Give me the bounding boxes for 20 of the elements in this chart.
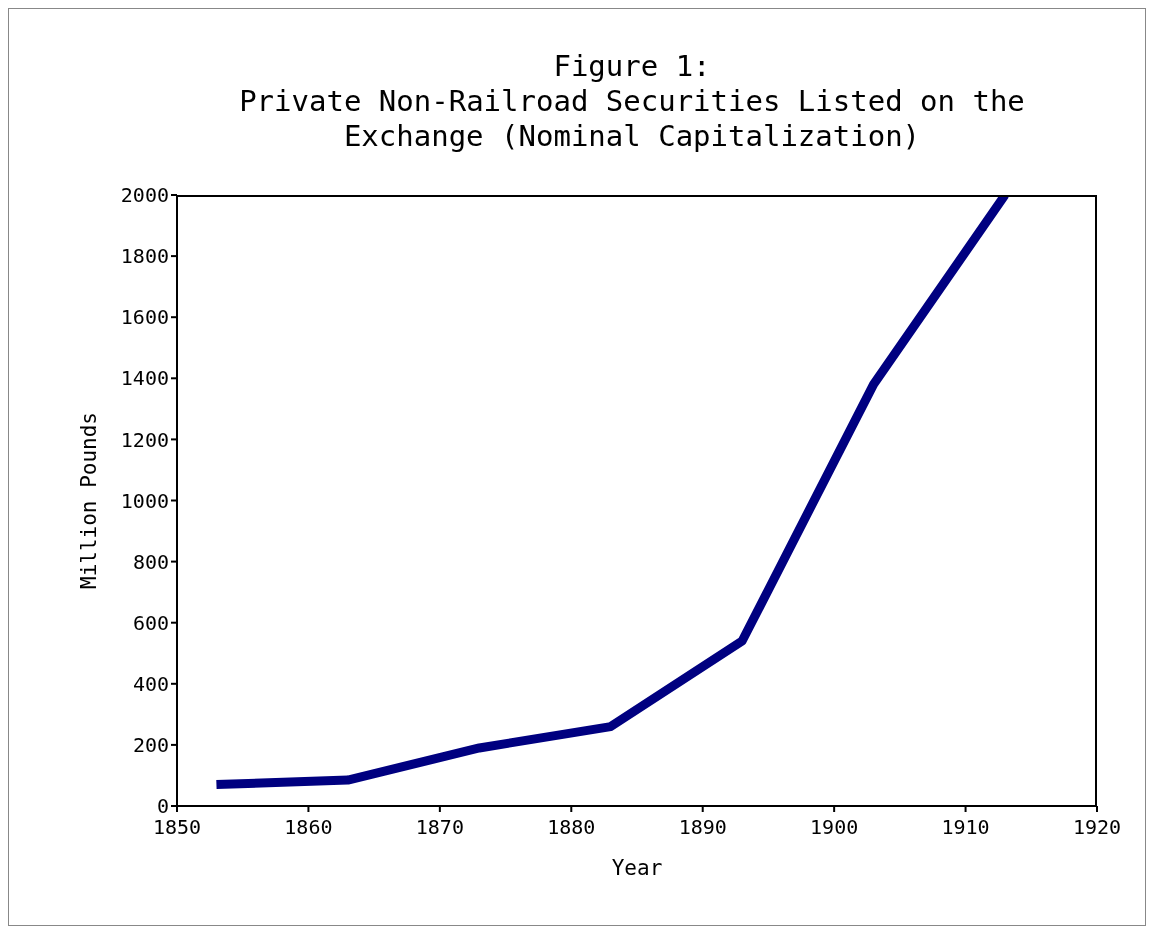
y-tick-label: 1200	[120, 427, 169, 452]
x-tick-label: 1920	[1072, 815, 1122, 840]
x-tick-label: 1890	[678, 815, 727, 840]
y-tick-label: 2000	[120, 183, 169, 208]
y-tick-label: 1400	[120, 366, 169, 391]
y-tick-label: 1800	[120, 244, 169, 269]
y-tick-label: 800	[132, 549, 169, 574]
y-tick-label: 1600	[120, 305, 169, 330]
y-tick-label: 200	[132, 733, 169, 757]
x-tick-label: 1910	[941, 815, 990, 840]
x-tick-label: 1880	[547, 815, 596, 840]
y-tick-label: 600	[132, 610, 169, 635]
y-axis-title: Million Pounds	[77, 411, 102, 590]
chart-title: Figure 1: Private Non-Railroad Securities Listed on the Exchange (Nominal Capitalization)	[238, 49, 1026, 154]
y-tick-label: 1000	[120, 488, 169, 513]
x-axis-title: Year	[611, 856, 663, 880]
x-tick-label: 1900	[810, 815, 859, 840]
x-tick-label: 1870	[415, 815, 464, 840]
y-tick-label: 400	[132, 671, 169, 696]
x-tick-label: 1860	[284, 815, 333, 840]
